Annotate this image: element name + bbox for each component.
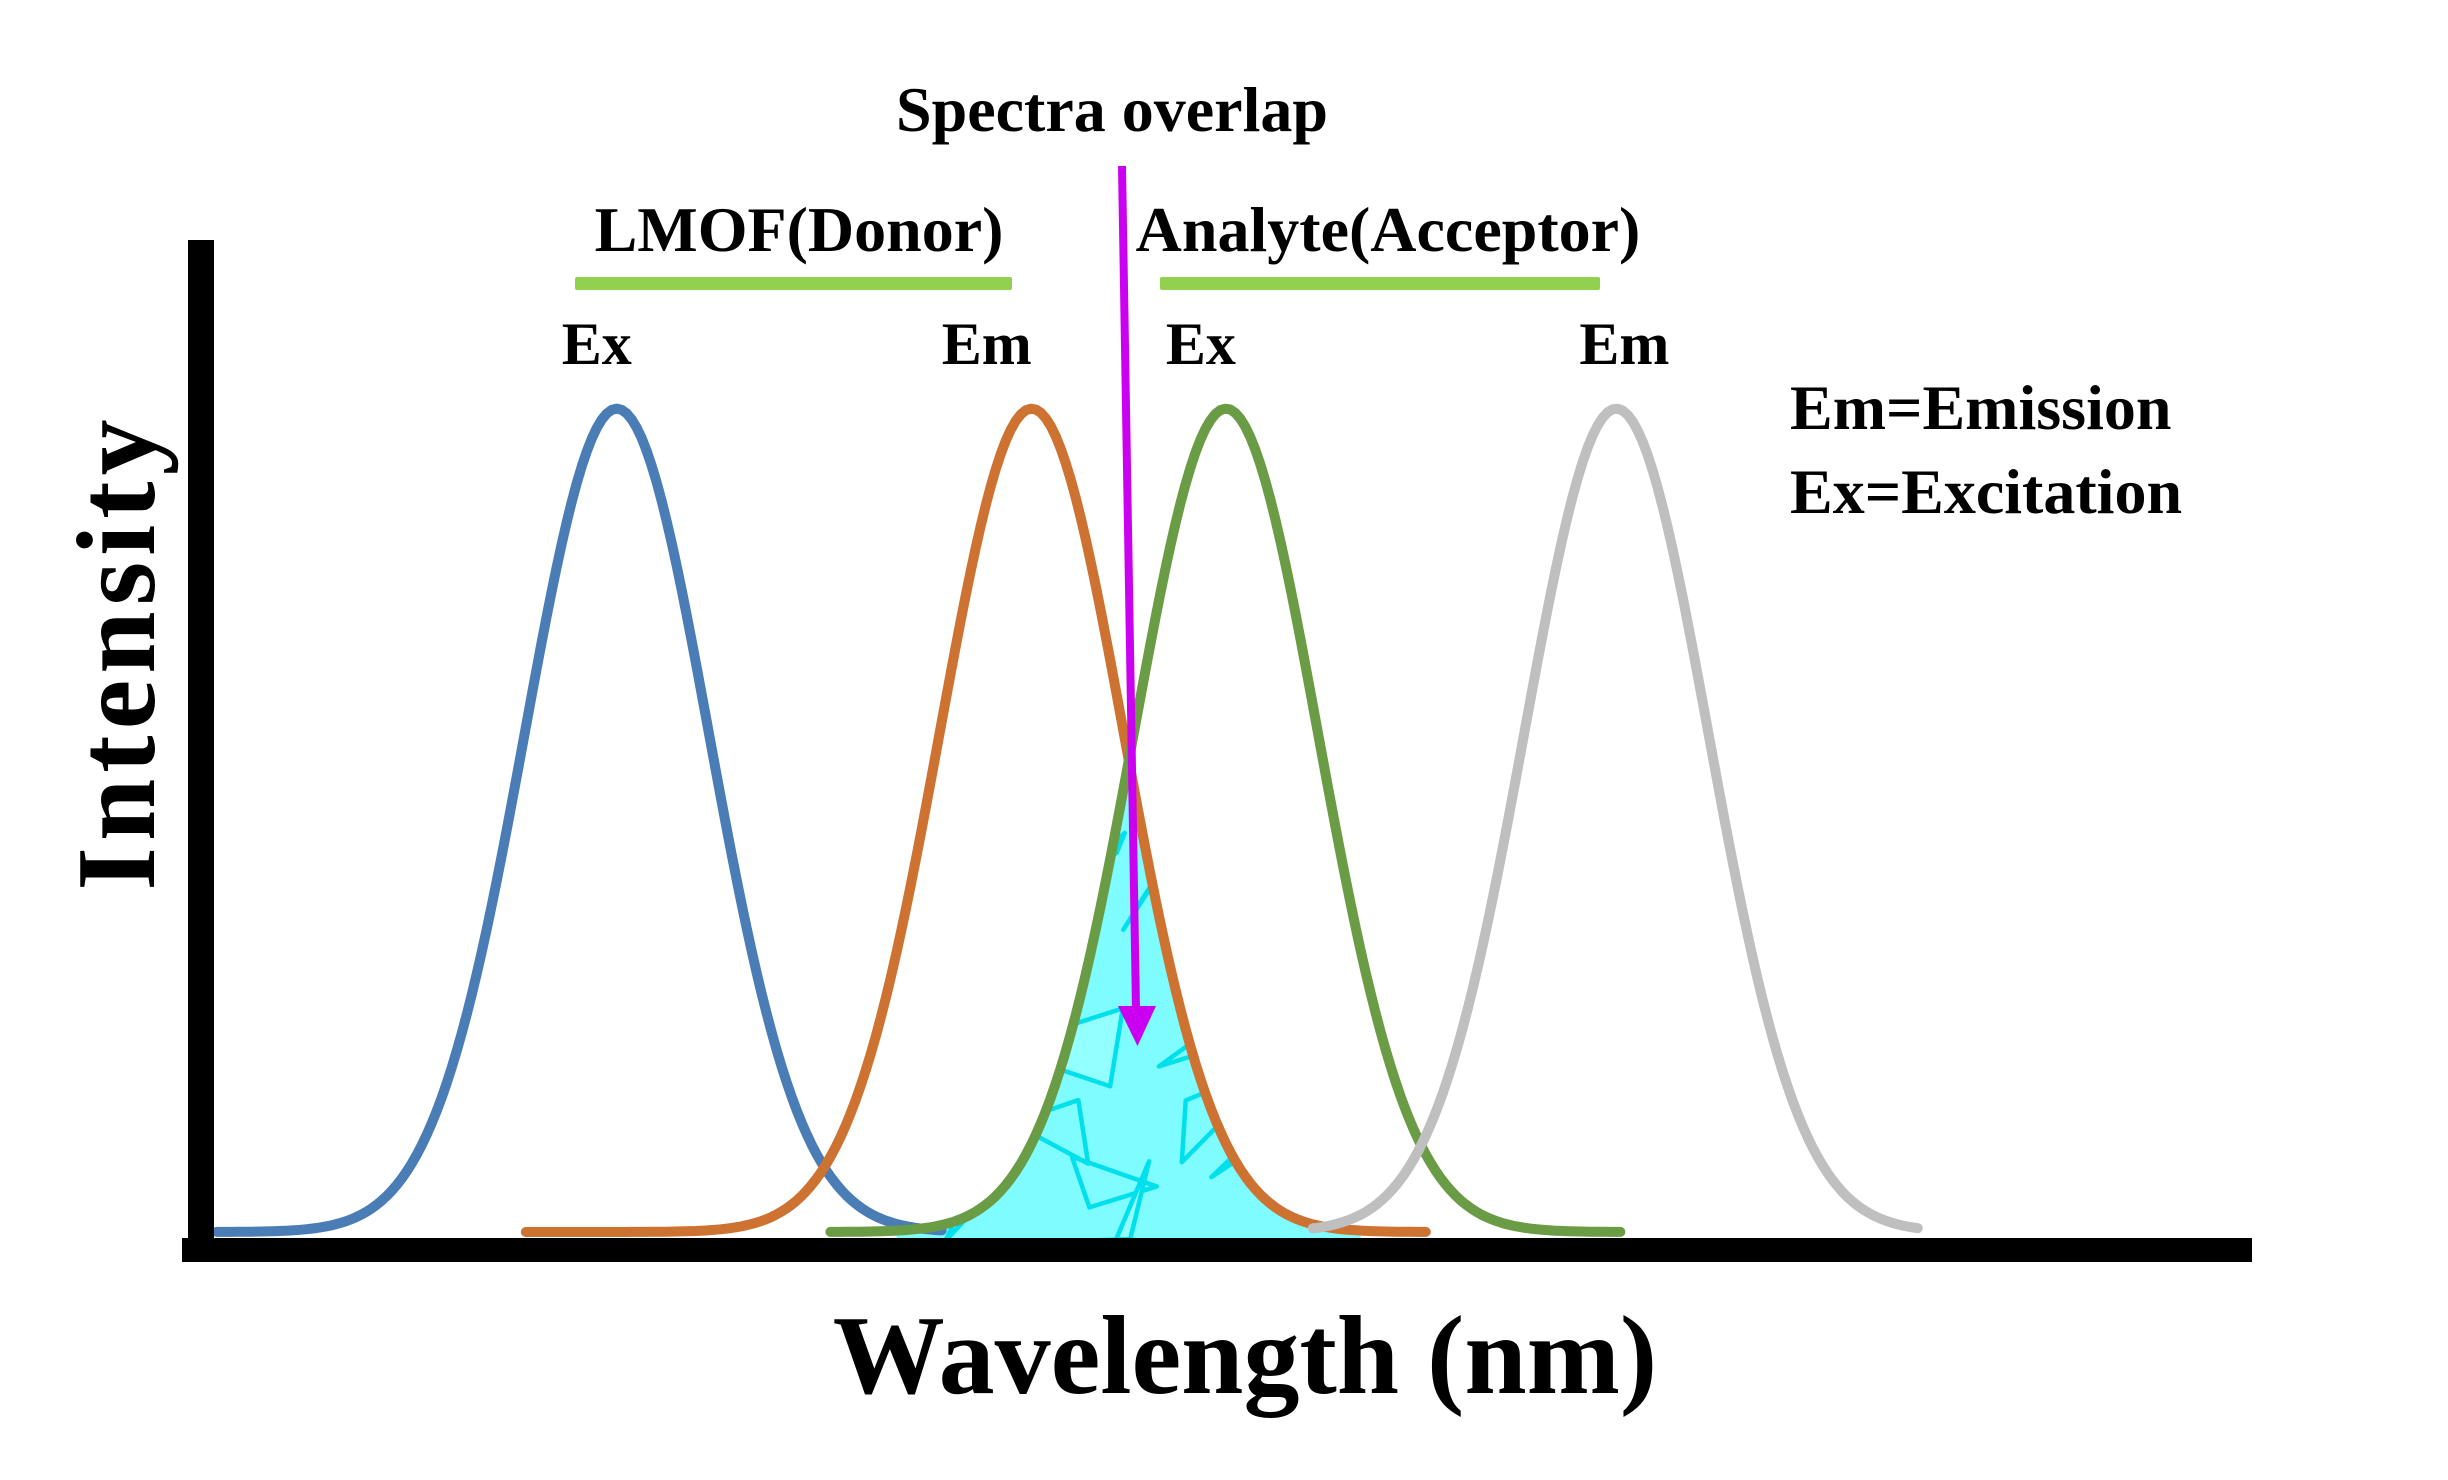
overlap-hatch-triangle — [961, 997, 1000, 1058]
donor-underline-bar — [575, 277, 1012, 290]
x-axis-bar — [182, 1238, 2252, 1262]
overlap-hatch-triangle — [928, 929, 967, 980]
x-axis-label: Wavelength (nm) — [832, 1294, 1658, 1418]
legend-block: Em=Emission Ex=Excitation — [1790, 366, 2182, 534]
overlap-hatch-triangle — [1202, 991, 1249, 1100]
overlap-hatch-triangle — [1187, 906, 1298, 983]
spectra-overlap-label: Spectra overlap — [896, 74, 1328, 145]
legend-line-ex: Ex=Excitation — [1790, 456, 2183, 527]
legend-line-em: Em=Emission — [1790, 372, 2172, 443]
overlap-hatch-triangle — [1172, 790, 1232, 933]
overlap-hatch-triangle — [963, 847, 996, 916]
overlap-hatch-triangle — [1170, 854, 1248, 986]
overlap-hatch-triangle — [1099, 1158, 1152, 1244]
curve-analyte-acceptor-ex — [825, 403, 1626, 1237]
overlap-hatch-triangle — [1247, 955, 1331, 1051]
spectra-overlap-arrow-head — [1118, 1006, 1156, 1046]
curve-tag-ex-0: Ex — [561, 311, 632, 377]
curve-tag-em-3: Em — [1579, 311, 1670, 377]
spectra-overlap-arrow-shaft — [1118, 165, 1140, 1011]
overlap-hatch-triangle — [973, 867, 1090, 963]
overlap-hatch-triangle — [1250, 859, 1328, 924]
overlap-region — [896, 765, 1361, 1244]
curve-analyte-acceptor-em — [1307, 403, 1923, 1234]
y-axis-bar — [188, 240, 214, 1262]
overlap-hatch-triangle — [1016, 966, 1075, 1025]
overlap-hatch-triangle — [1190, 1022, 1361, 1111]
overlap-hatch-triangle — [1069, 1154, 1160, 1210]
overlap-hatch-triangle — [931, 1023, 1004, 1090]
overlap-hatch-triangle — [1020, 840, 1034, 973]
group-label-acceptor: Analyte(Acceptor) — [1135, 194, 1641, 265]
acceptor-underline-bar — [1160, 277, 1600, 290]
y-axis-label: Intensity — [55, 413, 180, 891]
overlap-hatch-triangle — [1261, 870, 1277, 882]
overlap-hatch-triangle — [1278, 834, 1361, 905]
curve-tag-ex-2: Ex — [1165, 311, 1236, 377]
overlap-hatch-triangle — [1169, 780, 1256, 887]
curve-lmof-donor-ex — [211, 403, 947, 1237]
group-label-donor: LMOF(Donor) — [594, 194, 1004, 265]
curve-lmof-donor-em — [520, 403, 1431, 1237]
overlap-hatch-triangle — [965, 901, 1051, 1009]
curve-tag-em-1: Em — [941, 311, 1032, 377]
